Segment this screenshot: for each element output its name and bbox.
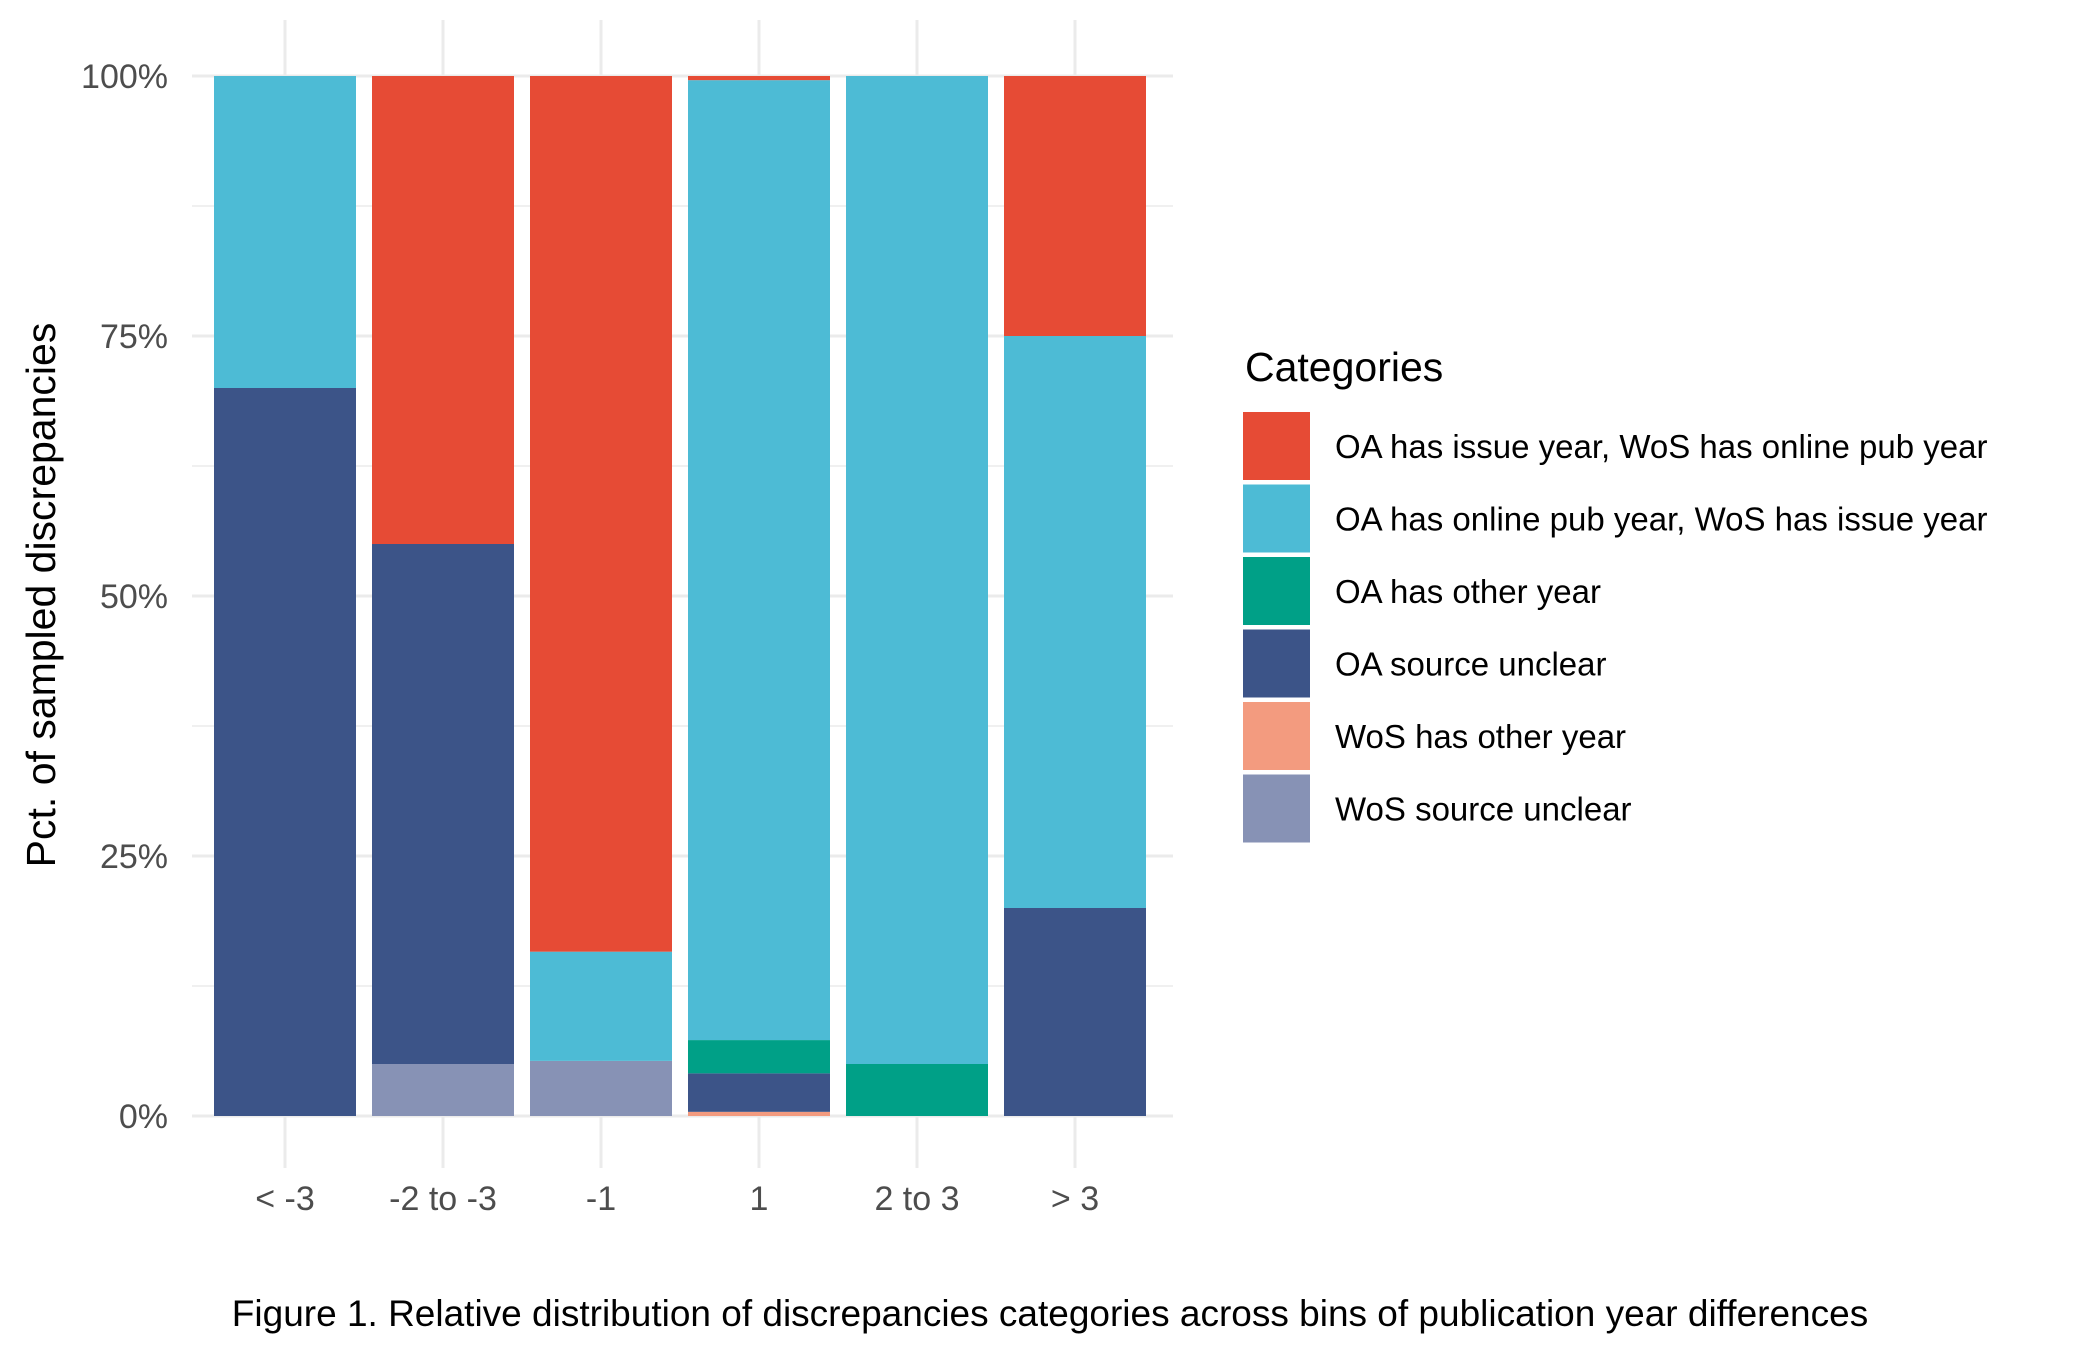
x-tick-label: 2 to 3 xyxy=(874,1180,959,1218)
legend-label: WoS source unclear xyxy=(1335,791,1632,828)
x-tick-label: -2 to -3 xyxy=(389,1180,497,1218)
bar-segment xyxy=(846,1064,988,1116)
legend-label: OA source unclear xyxy=(1335,646,1606,683)
legend-label: WoS has other year xyxy=(1335,718,1626,755)
bar-segment xyxy=(688,76,830,81)
legend-label: OA has other year xyxy=(1335,573,1601,610)
y-tick-label: 100% xyxy=(81,58,168,96)
bar-segment xyxy=(530,951,672,1061)
bar-segment xyxy=(688,1111,830,1116)
legend-key xyxy=(1243,412,1310,480)
legend-label: OA has online pub year, WoS has issue ye… xyxy=(1335,501,1987,538)
bar-segment xyxy=(688,1040,830,1074)
legend-key xyxy=(1243,774,1310,843)
legend-key xyxy=(1243,702,1310,770)
bar-segment xyxy=(530,1060,672,1116)
legend-key xyxy=(1243,557,1310,625)
bar-segment xyxy=(372,544,514,1064)
bar-segment xyxy=(688,80,830,1041)
bar-segment xyxy=(372,76,514,544)
y-tick-label: 0% xyxy=(119,1098,168,1136)
bar-segment xyxy=(1004,76,1146,336)
bar-segment xyxy=(214,388,356,1116)
legend-title: Categories xyxy=(1245,344,1443,390)
y-tick-label: 25% xyxy=(100,838,168,876)
y-axis-title: Pct. of sampled discrepancies xyxy=(18,323,64,868)
bar-segment xyxy=(530,76,672,952)
bars xyxy=(214,76,1146,1116)
y-tick-label: 75% xyxy=(100,318,168,356)
bar-segment xyxy=(1004,908,1146,1116)
legend-label: OA has issue year, WoS has online pub ye… xyxy=(1335,428,1987,465)
x-tick-label: > 3 xyxy=(1051,1180,1099,1218)
axes: 0% 25% 50% 75% 100% < -3 -2 to -3 -1 1 2 to 3 > 3 xyxy=(81,58,1099,1218)
x-tick-label: < -3 xyxy=(255,1180,315,1218)
y-tick-label: 50% xyxy=(100,578,168,616)
bar-segment xyxy=(1004,336,1146,908)
legend: Categories OA has issue year, WoS has on… xyxy=(1243,344,1987,843)
figure-caption: Figure 1. Relative distribution of discr… xyxy=(232,1293,1868,1334)
bar-segment xyxy=(688,1073,830,1112)
legend-key xyxy=(1243,484,1310,553)
x-tick-label: -1 xyxy=(586,1180,616,1218)
bar-segment xyxy=(372,1064,514,1116)
x-tick-label: 1 xyxy=(750,1180,769,1218)
bar-segment xyxy=(214,76,356,388)
bar-segment xyxy=(846,76,988,1064)
legend-key xyxy=(1243,629,1310,698)
